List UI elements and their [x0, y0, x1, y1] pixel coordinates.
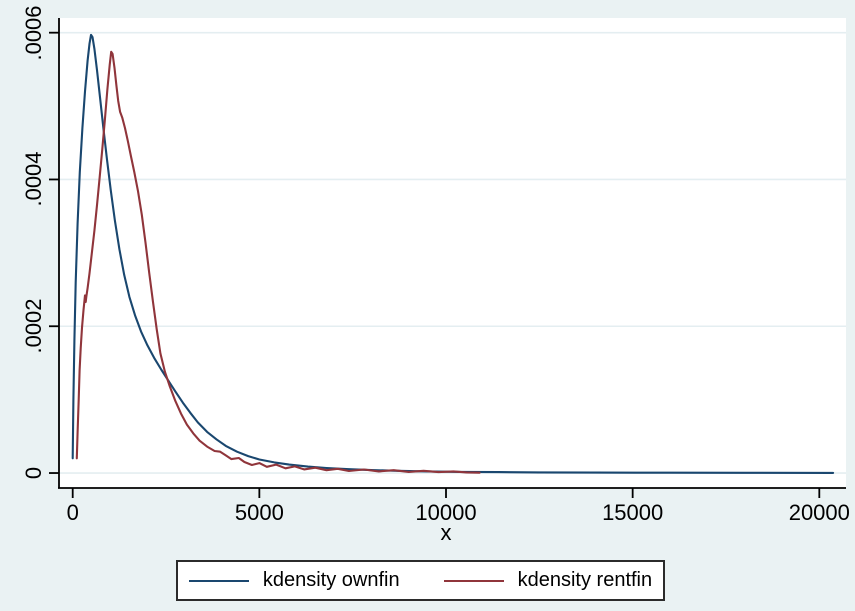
legend-entry-ownfin: kdensity ownfin [188, 569, 400, 592]
y-tick-label-.0004: .0004 [21, 151, 46, 207]
legend-label-ownfin: kdensity ownfin [262, 569, 400, 591]
rentfin-curve [75, 50, 481, 474]
legend: kdensity ownfin kdensity rentfin [176, 560, 665, 601]
legend-entry-rentfin: kdensity rentfin [443, 569, 653, 592]
y-tick-label-.0006: .0006 [21, 5, 46, 61]
ownfin-line-swatch [188, 579, 249, 582]
y-tick-label-.0002: .0002 [21, 298, 46, 354]
x-tick-label-15000: 15000 [602, 500, 664, 525]
x-tick-label-10000: 10000 [415, 500, 477, 525]
x-axis-title: x [440, 520, 452, 545]
y-tick-label-0: 0 [21, 466, 46, 480]
x-tick-label-5000: 5000 [234, 500, 284, 525]
rentfin-line-swatch [443, 579, 504, 582]
plot-area [59, 18, 846, 488]
legend-label-rentfin: kdensity rentfin [517, 569, 653, 591]
x-tick-label-20000: 20000 [788, 500, 850, 525]
x-tick-label-0: 0 [66, 500, 79, 525]
ownfin-curve [71, 33, 835, 474]
